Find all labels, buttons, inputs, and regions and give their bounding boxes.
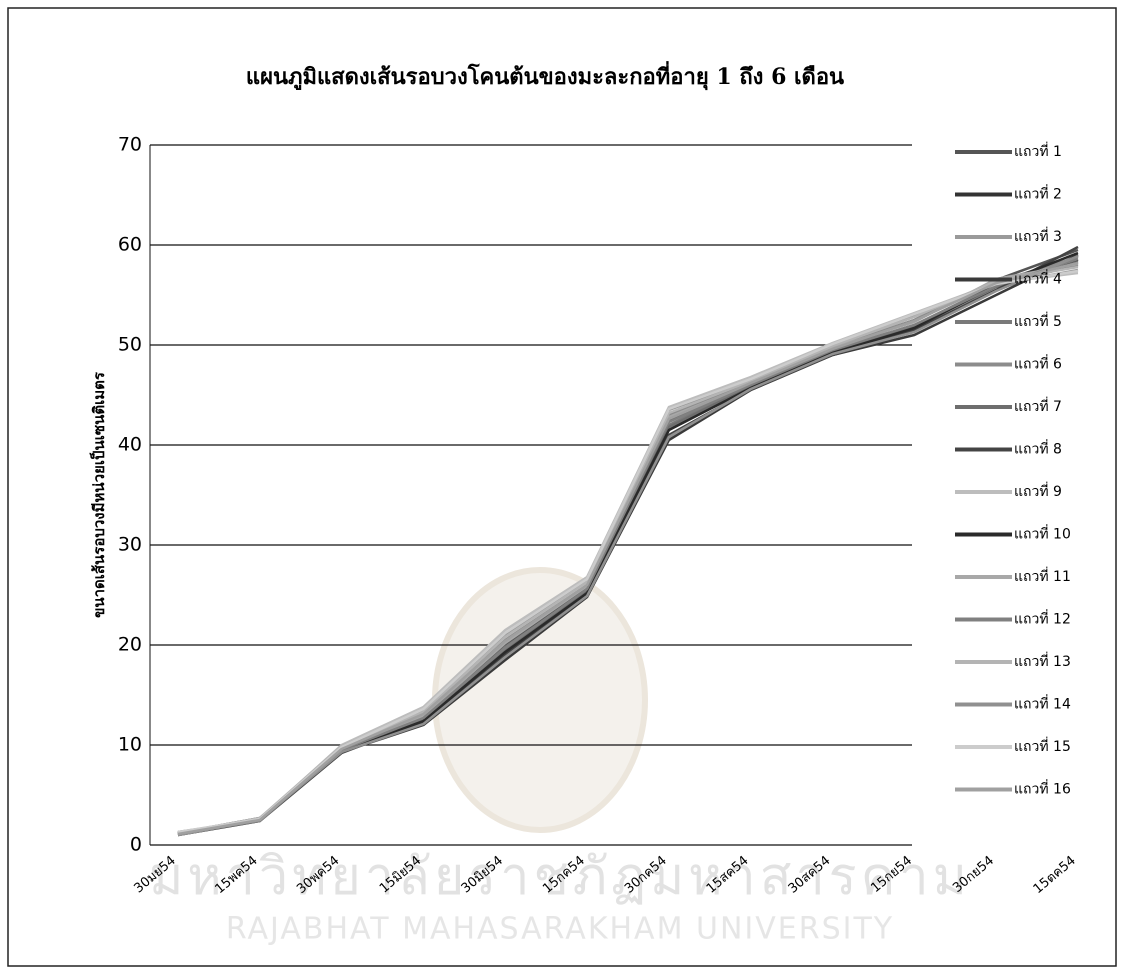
legend-label: แถวที่ 3	[1014, 227, 1062, 245]
legend-label: แถวที่ 16	[1014, 780, 1071, 798]
legend-label: แถวที่ 9	[1014, 482, 1062, 500]
y-tick-label: 20	[118, 634, 142, 656]
legend-label: แถวที่ 6	[1014, 355, 1062, 373]
legend-label: แถวที่ 4	[1014, 270, 1062, 288]
legend-label: แถวที่ 14	[1014, 695, 1071, 713]
legend-label: แถวที่ 13	[1014, 652, 1071, 670]
y-tick-label: 10	[118, 734, 142, 756]
legend-label: แถวที่ 7	[1014, 397, 1062, 415]
y-tick-label: 30	[118, 534, 142, 556]
y-tick-label: 70	[118, 134, 142, 156]
series-line	[177, 269, 1079, 834]
watermark-thai: มหาวิทยาลัยราชภัฏมหาสารคาม	[149, 847, 971, 907]
legend-label: แถวที่ 5	[1014, 312, 1062, 330]
legend-label: แถวที่ 1	[1014, 142, 1062, 160]
legend-label: แถวที่ 10	[1014, 525, 1071, 543]
legend-label: แถวที่ 15	[1014, 737, 1071, 755]
x-tick-label: 15ตค54	[1031, 853, 1079, 897]
chart-title: แผนภูมิแสดงเส้นรอบวงโคนต้นของมะละกอที่อา…	[246, 60, 844, 91]
y-tick-label: 40	[118, 434, 142, 456]
y-tick-label: 60	[118, 234, 142, 256]
y-axis-label: ขนาดเส้นรอบวงมีหน่วยเป็นเซนติเมตร	[89, 371, 108, 618]
series-line	[177, 261, 1079, 836]
y-tick-label: 0	[130, 834, 142, 856]
chart-frame	[7, 7, 1117, 967]
legend-label: แถวที่ 11	[1014, 567, 1071, 585]
legend-label: แถวที่ 2	[1014, 185, 1062, 203]
watermark-english: RAJABHAT MAHASARAKHAM UNIVERSITY	[226, 912, 894, 947]
y-tick-label: 50	[118, 334, 142, 356]
series-line	[177, 254, 1079, 837]
legend-label: แถวที่ 12	[1014, 610, 1071, 628]
legend-label: แถวที่ 8	[1014, 440, 1062, 458]
